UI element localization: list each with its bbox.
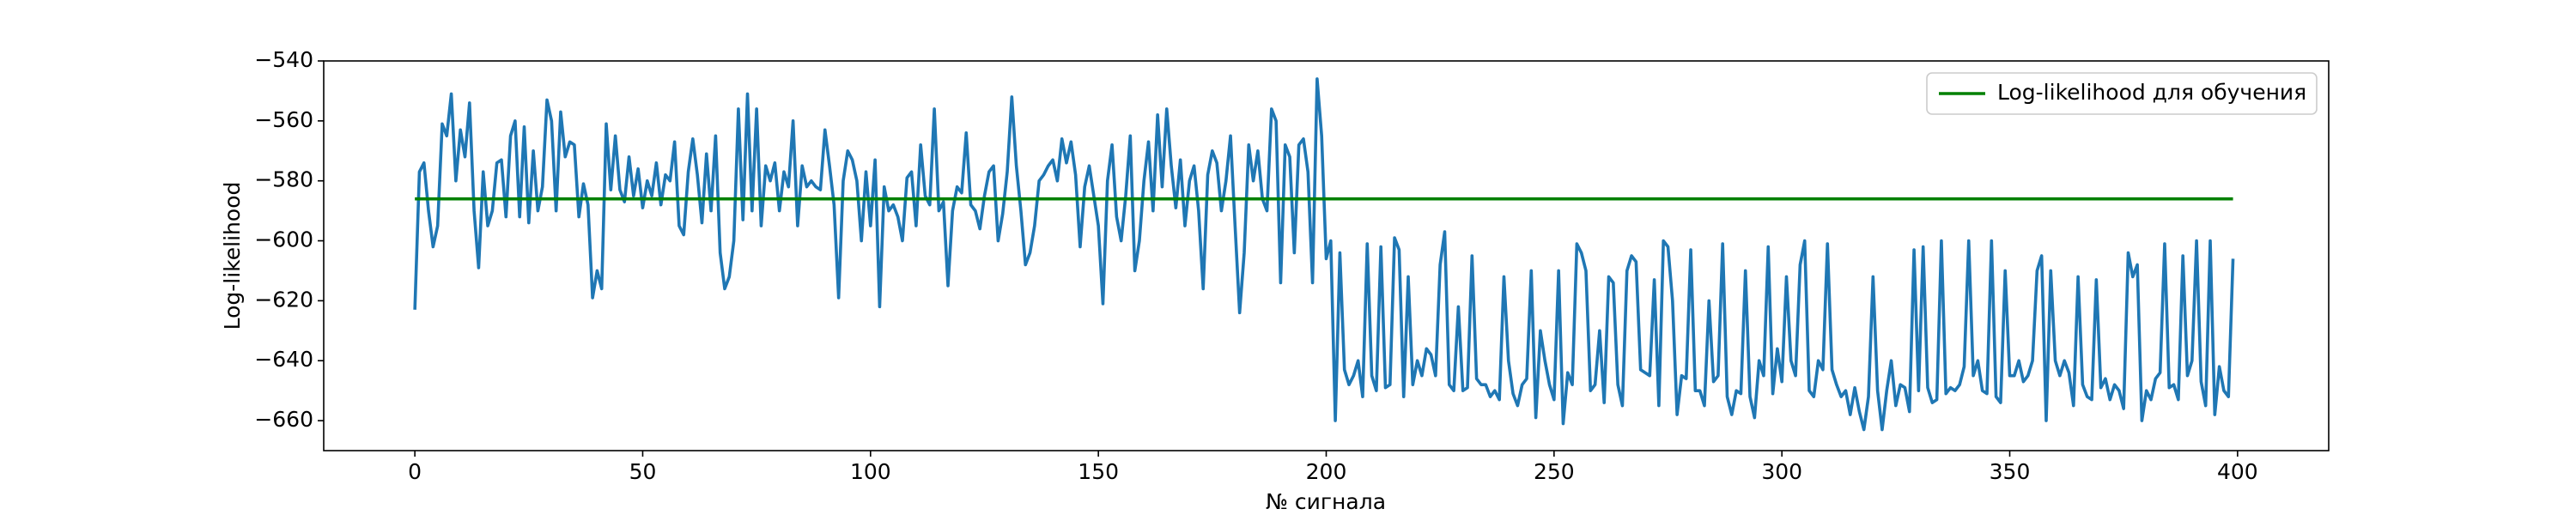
x-tick-label: 150 bbox=[1078, 459, 1119, 484]
series-line bbox=[413, 77, 2235, 432]
y-tick-label: −540 bbox=[254, 47, 313, 72]
x-tick-label: 100 bbox=[850, 459, 891, 484]
x-tick-label: 250 bbox=[1534, 459, 1575, 484]
y-axis-label: Log-likelihood bbox=[220, 182, 245, 330]
y-tick-label: −640 bbox=[254, 347, 313, 372]
y-tick-label: −660 bbox=[254, 407, 313, 432]
x-tick-label: 50 bbox=[629, 459, 657, 484]
plot-frame bbox=[323, 60, 2330, 451]
x-tick-label: 350 bbox=[1990, 459, 2031, 484]
x-axis-label: № сигнала bbox=[1266, 489, 1386, 514]
y-tick-label: −580 bbox=[254, 167, 313, 192]
x-tick-label: 200 bbox=[1306, 459, 1347, 484]
legend-box bbox=[1926, 72, 2318, 115]
y-tick-label: −600 bbox=[254, 227, 313, 252]
y-tick-label: −560 bbox=[254, 107, 313, 132]
y-tick-label: −620 bbox=[254, 287, 313, 312]
x-tick-label: 300 bbox=[1761, 459, 1802, 484]
x-tick-label: 400 bbox=[2217, 459, 2258, 484]
x-tick-label: 0 bbox=[408, 459, 422, 484]
legend-label: Log-likelihood для обучения bbox=[1997, 80, 2306, 105]
